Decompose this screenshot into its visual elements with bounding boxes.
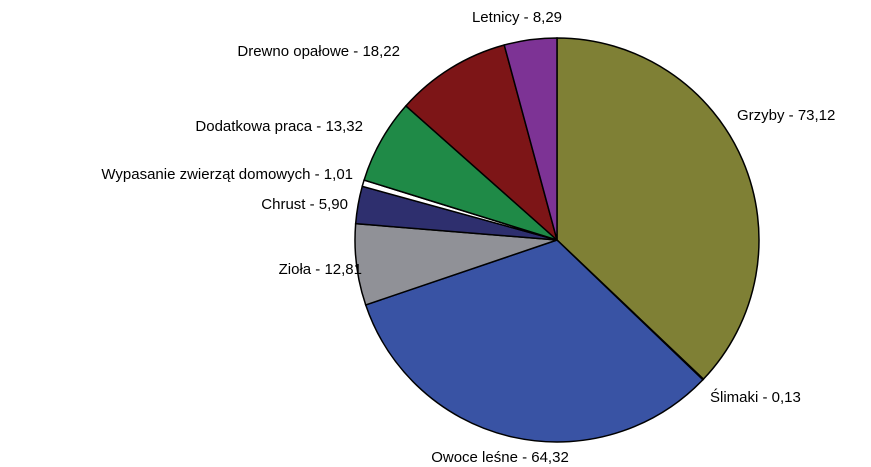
pie-slice [364,239,704,443]
slice-label: Drewno opałowe - 18,22 [237,43,400,60]
slice-label: Owoce leśne - 64,32 [431,449,569,466]
pie-slice [503,37,558,241]
slice-label: Wypasanie zwierząt domowych - 1,01 [101,166,353,183]
slice-label: Zioła - 12,81 [279,261,362,278]
pie-slice [404,44,559,243]
slice-label: Dodatkowa praca - 13,32 [195,118,363,135]
slice-label: Chrust - 5,90 [261,196,348,213]
slice-label: Letnicy - 8,29 [472,9,562,26]
slice-label: Grzyby - 73,12 [737,107,835,124]
slice-label: Ślimaki - 0,13 [710,388,801,406]
pie-slice [556,37,760,381]
